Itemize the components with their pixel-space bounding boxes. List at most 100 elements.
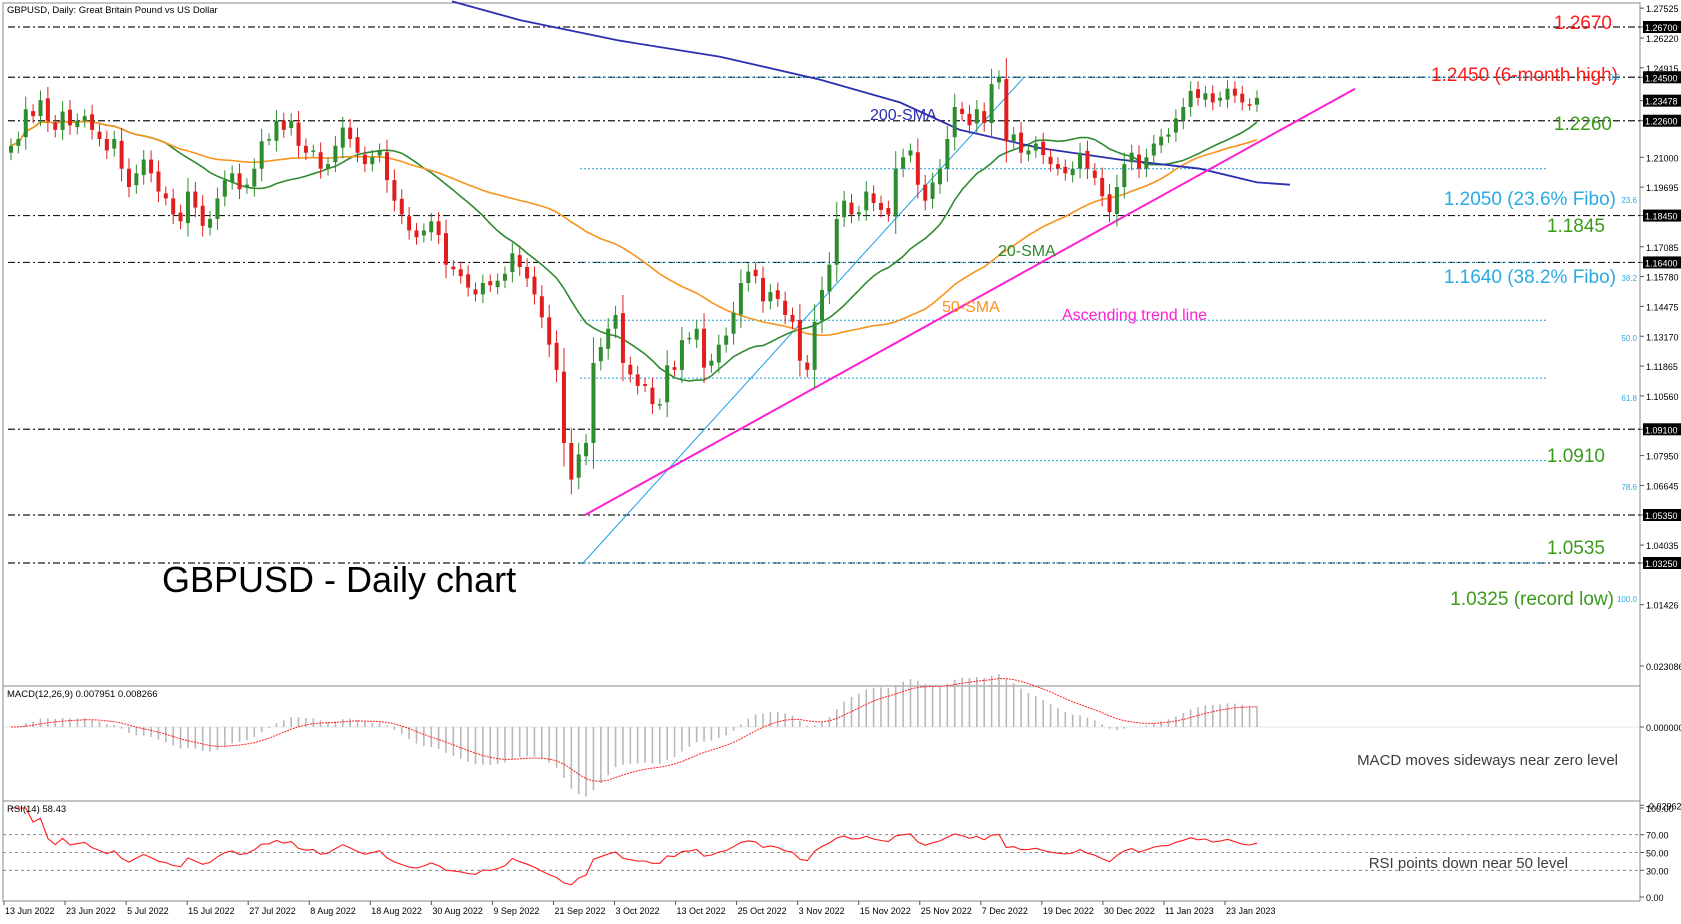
candle [318,142,323,179]
candle [783,291,788,325]
candle-body [274,120,279,141]
y-tick-label: 1.10560 [1646,392,1679,402]
chart-title: GBPUSD - Daily chart [162,559,516,600]
candle [1137,145,1142,178]
rsi-panel-frame [2,800,1641,902]
candle [775,282,780,307]
candle [9,138,13,161]
candle [237,163,242,199]
candle [761,266,766,313]
candle-body [650,387,655,405]
candle [945,125,950,182]
candle [429,212,434,241]
candle-body [296,122,301,146]
candle-body [606,328,611,349]
date-axis: 13 Jun 2022 23 Jun 2022 5 Jul 2022 15 Jul 2… [3,901,1276,916]
fib-label-786: 78.6 [1621,483,1637,492]
candle [576,442,581,490]
candle [598,337,603,371]
candle-body [1151,143,1156,156]
candle [1033,136,1038,158]
x-tick-label: 18 Aug 2022 [371,906,422,916]
candle-body [834,219,839,265]
y-tick-label: 1.15780 [1646,273,1679,283]
candle [1218,91,1223,107]
candle-body [1188,91,1193,107]
candle-body [620,313,625,363]
candle [392,169,397,212]
candle-body [576,454,581,478]
candle-body [311,150,316,152]
fib-label-0: 0.0 [1609,73,1621,82]
candle [1063,159,1068,181]
candle-body [480,283,485,295]
candle [812,304,817,388]
candle-body [1078,152,1083,169]
candle-body [878,203,883,210]
x-tick-label: 15 Nov 2022 [860,906,911,916]
candle-body [702,328,707,368]
candle-body [377,150,382,156]
candle-body [665,365,670,403]
candle [1240,85,1245,111]
fib-label-100: 100.0 [1617,595,1638,604]
candle-body [1144,157,1149,169]
candle-body [208,219,213,228]
x-tick-label: 25 Nov 2022 [921,906,972,916]
level-label-10325: 1.0325 (record low) [1450,589,1614,610]
candle [893,151,898,234]
candle-body [230,173,235,182]
candle-body [1247,104,1252,106]
candle-body [222,180,227,197]
candle [952,93,957,151]
rsi-tick-label: 70.00 [1646,831,1669,841]
candle-body [1019,132,1024,153]
candle [274,109,279,152]
y-tick-label: 1.17085 [1646,243,1679,253]
candle [886,200,891,222]
candle-body [119,140,124,169]
x-tick-label: 11 Jan 2023 [1165,906,1214,916]
candle [200,195,205,237]
candle [731,301,736,345]
candle-body [171,198,176,215]
candle [421,223,426,243]
candle [827,252,832,305]
candle [672,360,677,377]
y-tick-label: 1.14475 [1646,302,1679,312]
candle-body [960,108,965,114]
candle [849,193,854,224]
candle [805,355,810,378]
candle-body [429,221,434,233]
candle [709,353,714,373]
candle [502,266,507,289]
x-tick-label: 5 Jul 2022 [127,906,169,916]
candle [141,149,146,185]
sma50-line [10,120,1258,337]
candle-body [643,384,648,386]
candle [60,101,65,141]
candle [547,304,552,358]
candle [584,433,589,466]
candle-body [53,122,58,130]
candle-body [82,116,87,121]
candle [222,170,227,207]
ascending-trend-line [584,87,1356,516]
candle [1129,144,1134,171]
candle [790,307,795,330]
candle [989,68,994,139]
rsi-header: RSI(14) 58.43 [7,804,66,815]
candle [348,119,353,148]
candle-body [827,264,832,292]
candle-body [178,212,183,222]
candle [1151,134,1156,165]
candle [635,365,640,395]
chart-header: GBPUSD, Daily: Great Britain Pound vs US… [7,5,218,16]
candle [753,262,758,284]
candle-body [1026,150,1031,155]
candle-body [923,184,928,201]
fib-label-618: 61.8 [1621,394,1637,403]
candle-body [436,221,441,235]
candle-body [1011,134,1016,142]
macd-note: MACD moves sideways near zero level [1357,752,1618,769]
